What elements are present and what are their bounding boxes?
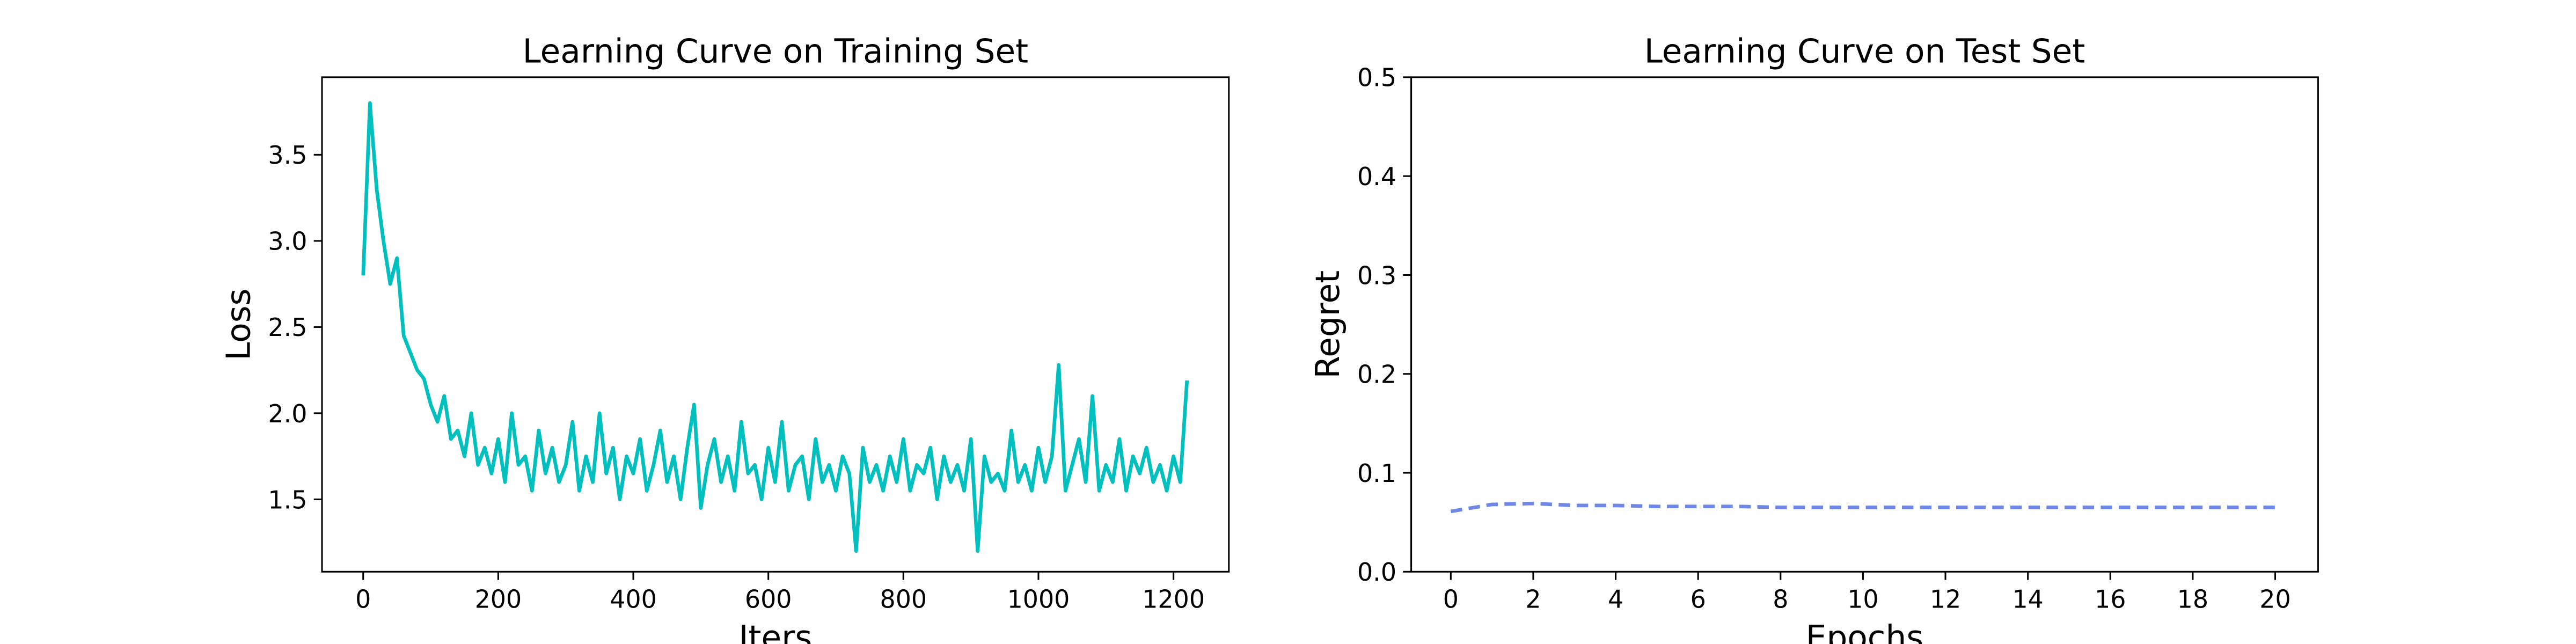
y-tick-label: 0.0 — [1357, 558, 1396, 587]
x-tick-label: 10 — [1847, 585, 1878, 614]
chart-title: Learning Curve on Test Set — [1644, 32, 2085, 70]
y-tick-label: 1.5 — [268, 485, 307, 514]
y-tick-label: 2.5 — [268, 313, 307, 342]
x-tick-label: 1000 — [1007, 585, 1070, 614]
x-tick-label: 600 — [745, 585, 792, 614]
x-tick-label: 400 — [610, 585, 657, 614]
x-tick-label: 16 — [2095, 585, 2126, 614]
data-line — [1450, 501, 2275, 514]
x-axis-label: Iters — [738, 619, 812, 644]
x-tick-label: 18 — [2177, 585, 2208, 614]
x-tick-label: 14 — [2012, 585, 2043, 614]
x-tick-label: 20 — [2259, 585, 2290, 614]
y-tick-label: 0.3 — [1357, 261, 1396, 290]
x-tick-label: 200 — [475, 585, 522, 614]
y-tick-label: 3.0 — [268, 227, 307, 256]
x-axis-label: Epochs — [1806, 619, 1923, 644]
x-tick-label: 1200 — [1142, 585, 1205, 614]
x-tick-label: 12 — [1930, 585, 1961, 614]
x-tick-label: 8 — [1773, 585, 1788, 614]
x-tick-label: 4 — [1608, 585, 1623, 614]
plot-frame — [1410, 76, 2319, 573]
x-tick-label: 800 — [880, 585, 927, 614]
y-tick-label: 0.5 — [1357, 63, 1396, 92]
y-tick-label: 2.0 — [268, 399, 307, 428]
plot-frame — [321, 76, 1230, 573]
x-tick-label: 6 — [1690, 585, 1706, 614]
y-tick-label: 0.2 — [1357, 360, 1396, 389]
y-tick-label: 3.5 — [268, 141, 307, 170]
x-tick-label: 0 — [1443, 585, 1459, 614]
x-tick-label: 2 — [1525, 585, 1541, 614]
y-axis-label: Loss — [219, 288, 258, 360]
y-tick-label: 0.1 — [1357, 459, 1396, 488]
y-tick-label: 0.4 — [1357, 162, 1396, 191]
chart-title: Learning Curve on Training Set — [523, 32, 1029, 70]
y-axis-label: Regret — [1309, 270, 1347, 379]
data-line — [361, 101, 1189, 553]
x-tick-label: 0 — [355, 585, 371, 614]
